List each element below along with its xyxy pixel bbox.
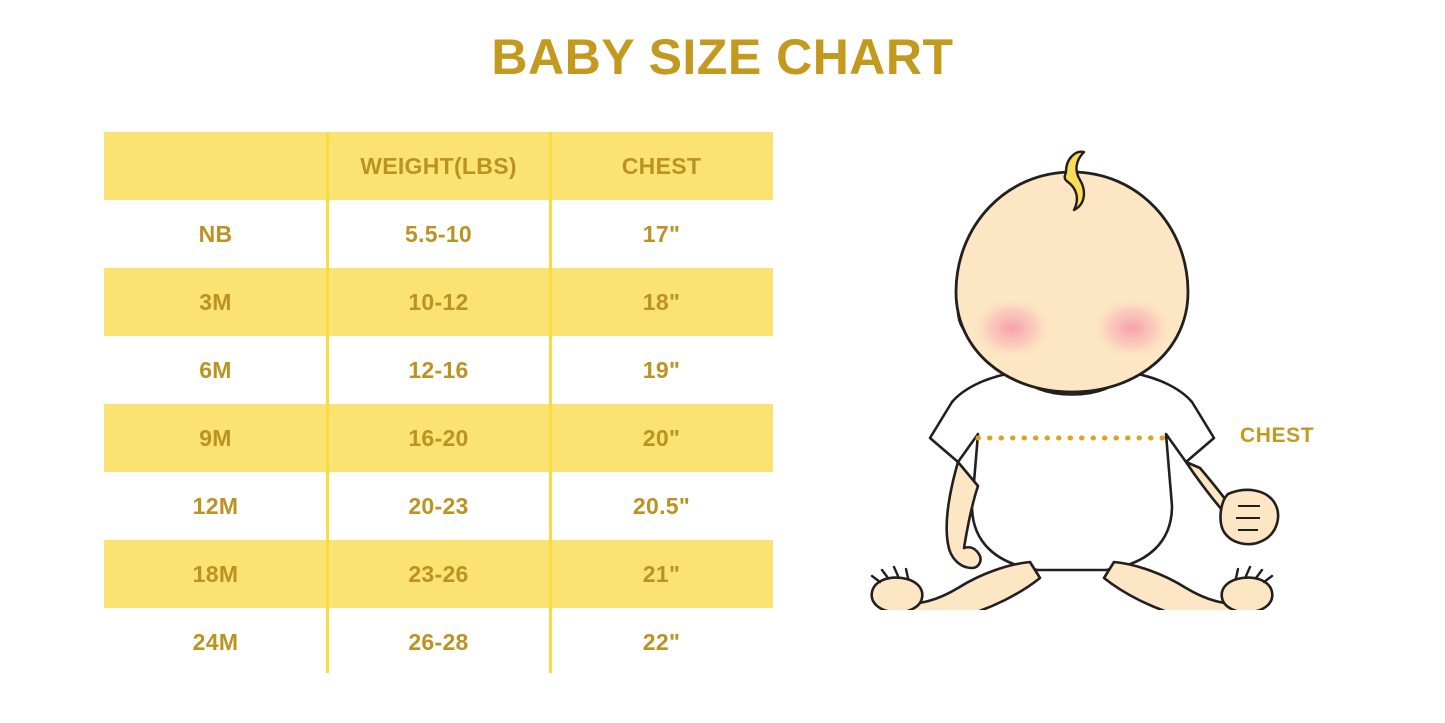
cell-weight: 10-12	[408, 288, 469, 315]
cell-age: 9M	[199, 424, 232, 451]
foot-right-shape	[1220, 576, 1274, 610]
table-body: NB 5.5-10 17" 3M 10-12 18" 6M 12-16 19" 9M 16-20 20…	[104, 200, 773, 676]
cell-age: 12M	[192, 492, 239, 519]
cell-chest: 20.5"	[632, 492, 691, 519]
baby-illustration	[860, 150, 1300, 610]
column-header-age	[104, 132, 327, 200]
table-row: 18M 23-26 21"	[104, 540, 773, 608]
cell-weight: 26-28	[408, 628, 469, 655]
chest-measure-label: CHEST	[1240, 424, 1315, 447]
cell-age: 18M	[192, 560, 239, 587]
cell-chest: 19"	[642, 356, 681, 383]
onesie-shape	[928, 370, 1216, 572]
toes-left-lines	[870, 565, 910, 584]
toes-right-lines	[1234, 565, 1274, 584]
table-row: 9M 16-20 20"	[104, 404, 773, 472]
table-header-row: WEIGHT(LBS) CHEST	[104, 132, 773, 200]
cell-chest: 21"	[642, 560, 681, 587]
size-chart-table: WEIGHT(LBS) CHEST NB 5.5-10 17" 3M 10-12 18" 6…	[104, 132, 773, 676]
arm-left-shape	[945, 460, 982, 570]
column-header-chest: CHEST	[621, 152, 702, 179]
cheek-right-blush	[1092, 298, 1172, 358]
page-title: BABY SIZE CHART	[491, 29, 954, 85]
cell-chest: 17"	[642, 220, 681, 247]
cell-weight: 16-20	[408, 424, 469, 451]
foot-left-shape	[870, 576, 924, 610]
head-shape	[954, 170, 1190, 394]
hair-curl-icon	[1063, 150, 1086, 212]
cell-weight: 5.5-10	[404, 220, 472, 247]
cell-age: 3M	[199, 288, 232, 315]
cell-age: NB	[198, 220, 233, 247]
column-divider-2	[549, 132, 552, 673]
cell-weight: 23-26	[408, 560, 469, 587]
column-header-weight: WEIGHT(LBS)	[360, 152, 517, 179]
cell-age: 24M	[192, 628, 239, 655]
table-row: 24M 26-28 22"	[104, 608, 773, 676]
cell-weight: 12-16	[408, 356, 469, 383]
cell-weight: 20-23	[408, 492, 469, 519]
cell-chest: 22"	[642, 628, 681, 655]
cell-chest: 20"	[642, 424, 681, 451]
cell-chest: 18"	[642, 288, 681, 315]
cell-age: 6M	[199, 356, 232, 383]
table-row: 3M 10-12 18"	[104, 268, 773, 336]
column-divider-1	[326, 132, 329, 673]
table-row: 6M 12-16 19"	[104, 336, 773, 404]
fist-knuckle-lines	[1236, 505, 1260, 531]
cheek-left-blush	[972, 298, 1052, 358]
table-row: 12M 20-23 20.5"	[104, 472, 773, 540]
table-row: NB 5.5-10 17"	[104, 200, 773, 268]
